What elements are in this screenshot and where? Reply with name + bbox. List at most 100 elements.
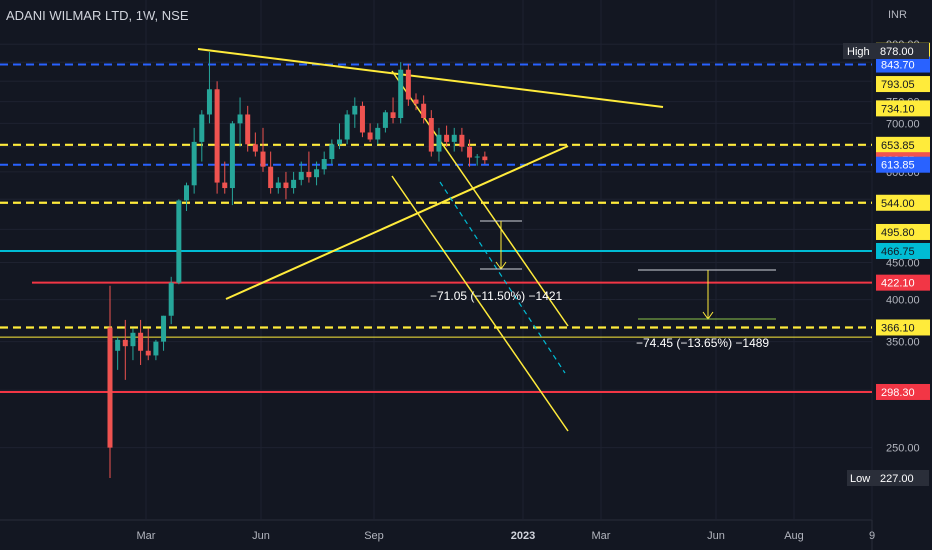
candle	[367, 123, 373, 142]
candle-body	[245, 114, 251, 145]
price-label-box	[876, 274, 930, 291]
channel-lower-line[interactable]	[391, 175, 569, 432]
x-tick-label: Jun	[252, 530, 270, 542]
candle-body	[421, 103, 427, 118]
price-label-text: 653.85	[881, 140, 915, 152]
candle	[275, 177, 281, 194]
candle-body	[306, 171, 312, 178]
upper-trendline[interactable]	[197, 48, 664, 108]
price-label: 613.85	[876, 156, 930, 173]
horizontal-levels	[0, 63, 872, 393]
x-tick-label: 2023	[511, 530, 535, 542]
price-label-box	[876, 194, 930, 211]
price-label-text: 298.30	[881, 387, 915, 399]
candle	[199, 110, 205, 162]
candle-body	[237, 114, 243, 124]
price-label-text: 495.80	[881, 227, 915, 239]
candle-body	[252, 144, 258, 152]
candle	[421, 95, 427, 124]
price-label: 366.10	[876, 319, 930, 336]
grid-lines	[0, 0, 873, 550]
candle-body	[329, 144, 335, 160]
candle	[329, 139, 335, 165]
rising-trendline[interactable]	[225, 145, 569, 300]
price-label-text: 843.70	[881, 60, 915, 72]
candle-body	[107, 327, 113, 448]
y-tick-label: 450.00	[886, 257, 920, 269]
candle-body	[451, 134, 457, 142]
candle	[482, 151, 488, 165]
channel-upper-line[interactable]	[391, 70, 569, 327]
candle	[306, 151, 312, 183]
low-label: Low	[850, 473, 870, 485]
candle-body	[275, 182, 281, 189]
price-label-text: 366.10	[881, 322, 915, 334]
currency-label: INR	[888, 9, 907, 21]
high-value-box	[875, 43, 929, 59]
candle-body	[229, 123, 235, 189]
annotation-measure-2: −74.45 (−13.65%) −1489	[636, 336, 769, 350]
candle-body	[214, 89, 220, 183]
candle	[314, 161, 320, 186]
price-label-text: 734.10	[881, 103, 915, 115]
price-label: 734.10	[876, 100, 930, 117]
price-label-text: 793.05	[881, 79, 915, 91]
high-label-box	[843, 43, 875, 59]
candle	[107, 285, 113, 478]
candle-body	[314, 169, 320, 178]
price-label: 793.05	[876, 76, 930, 93]
candle	[428, 110, 434, 157]
price-label: 495.80	[876, 223, 930, 240]
price-labels: 881.45843.70793.05734.10653.85622.75613.…	[876, 42, 930, 400]
candle	[260, 127, 266, 172]
candle	[153, 339, 159, 361]
y-tick-label: 250.00	[886, 443, 920, 455]
projection-dashed-line[interactable]	[439, 181, 566, 374]
price-label-box	[876, 319, 930, 336]
candle	[214, 81, 220, 194]
candle-body	[367, 132, 373, 140]
price-label: 298.30	[876, 383, 930, 400]
candle	[245, 105, 251, 152]
trend-drawings[interactable]	[197, 48, 776, 432]
candle-body	[138, 332, 144, 351]
candle-body	[382, 112, 388, 128]
candle	[398, 62, 404, 124]
candle-body	[352, 105, 358, 115]
candle	[122, 319, 128, 380]
candle-body	[268, 166, 274, 189]
candle	[390, 97, 396, 124]
candle-body	[199, 114, 205, 142]
low-value-box	[875, 470, 929, 486]
candle-body	[474, 156, 480, 158]
candle	[229, 121, 235, 206]
candle	[444, 125, 450, 147]
candle-body	[222, 182, 228, 189]
candle	[130, 328, 136, 361]
price-label-box	[876, 136, 930, 153]
candle-body	[153, 341, 159, 356]
price-label-box	[876, 56, 930, 73]
candle-body	[291, 179, 297, 189]
candle-body	[398, 69, 404, 118]
y-tick-label: 350.00	[886, 337, 920, 349]
candle	[436, 127, 442, 162]
time-axis[interactable]: Mar Jun Sep 2023 Mar Jun Aug 9	[137, 530, 876, 542]
candle	[184, 182, 189, 211]
candle-body	[145, 350, 151, 356]
candle	[337, 123, 342, 150]
candle-body	[482, 156, 488, 161]
low-label-box	[847, 470, 875, 486]
price-label: 466.75	[876, 242, 930, 259]
candle	[191, 127, 197, 194]
price-label: 422.10	[876, 274, 930, 291]
candle	[222, 161, 228, 194]
x-tick-label: Aug	[784, 530, 804, 542]
y-tick-label: 700.00	[886, 118, 920, 130]
annotation-measure-1: −71.05 (−11.50%) −1421	[430, 289, 563, 303]
candle-body	[337, 139, 342, 145]
price-label: 653.85	[876, 136, 930, 153]
x-tick-label: Mar	[592, 530, 611, 542]
price-label-box	[876, 100, 930, 117]
